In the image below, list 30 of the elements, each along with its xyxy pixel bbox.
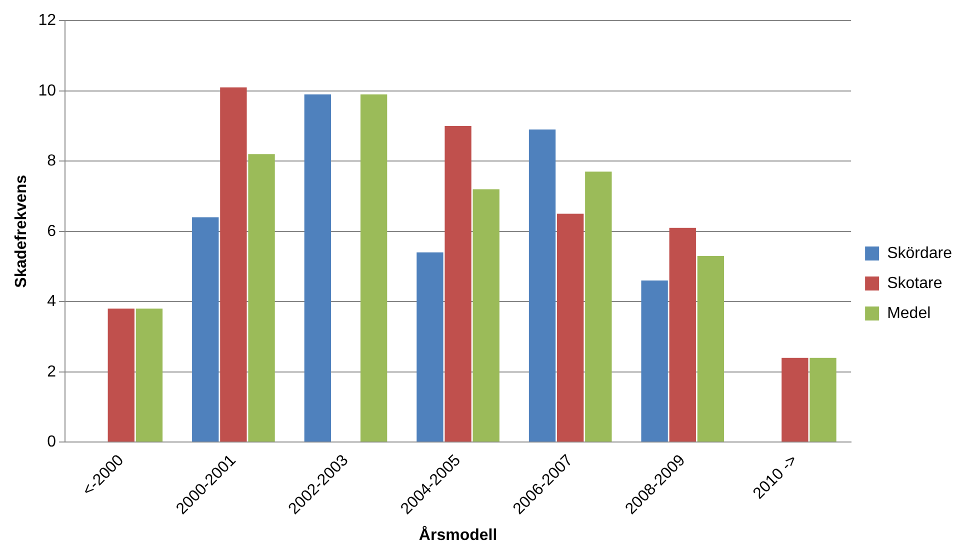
bar — [528, 129, 556, 442]
legend-label: Skördare — [887, 244, 952, 262]
bar — [108, 308, 134, 442]
bar — [416, 252, 444, 442]
y-tick-label: 8 — [47, 152, 56, 170]
bar — [810, 358, 836, 442]
bar — [220, 87, 247, 442]
bar — [585, 172, 612, 442]
y-tick-label: 10 — [38, 82, 56, 100]
bar — [304, 94, 331, 442]
y-tick-label: 12 — [38, 12, 56, 30]
bar — [782, 358, 808, 442]
bar — [360, 94, 388, 442]
y-tick-label: 2 — [47, 363, 56, 380]
bar — [669, 228, 696, 442]
bar — [472, 189, 500, 442]
x-axis-title: Årsmodell — [418, 524, 498, 544]
bar — [697, 256, 724, 442]
y-axis-title: Skadefrekvens — [13, 174, 30, 288]
y-tick-label: 6 — [47, 222, 56, 240]
legend-label: Medel — [887, 304, 931, 322]
bar — [192, 217, 219, 442]
bar — [136, 308, 163, 442]
y-tick-label: 0 — [47, 434, 56, 451]
bar — [557, 214, 584, 442]
bar — [444, 126, 472, 442]
bar — [248, 154, 275, 442]
y-tick-label: 4 — [47, 293, 56, 310]
legend-label: Skotare — [887, 274, 942, 292]
bar — [641, 280, 668, 442]
